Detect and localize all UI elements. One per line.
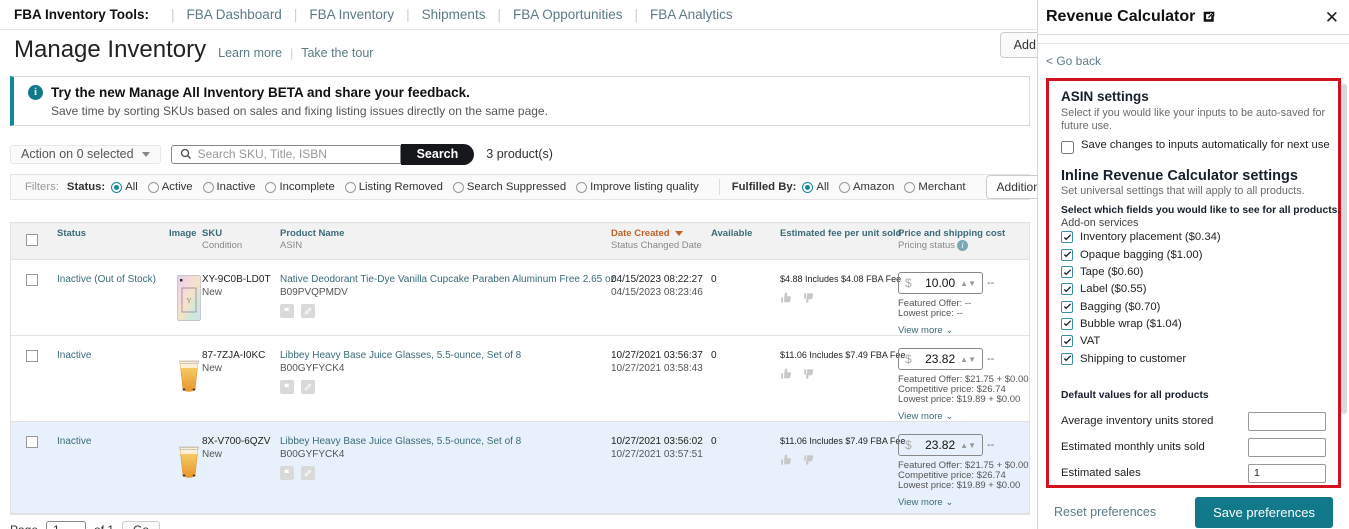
svg-text:Y: Y [186,297,191,305]
